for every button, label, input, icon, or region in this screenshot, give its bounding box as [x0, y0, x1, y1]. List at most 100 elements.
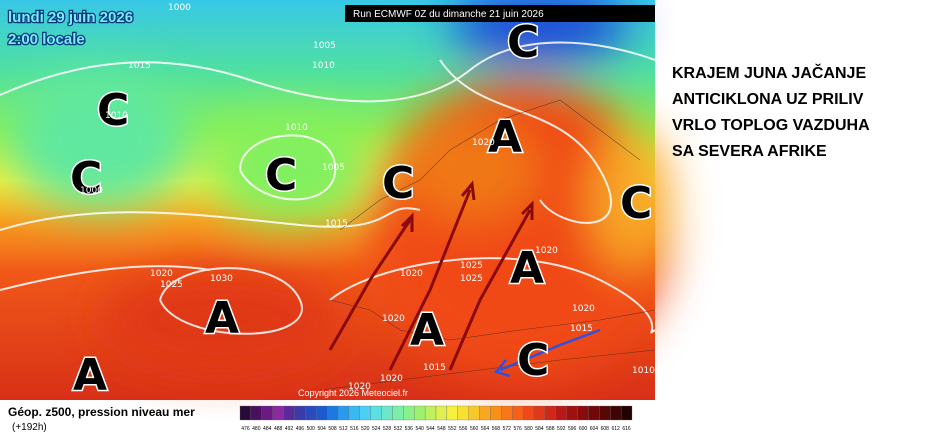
isobar-label: 1025 [460, 274, 483, 284]
colorbar-cell [326, 405, 339, 421]
colorbar-tick: 612 [611, 426, 620, 432]
colorbar-tick: 616 [622, 426, 631, 432]
annotation-line: KRAJEM JUNA JAČANJE [672, 63, 866, 82]
colorbar-tick: 604 [590, 426, 599, 432]
isobar-label: 1025 [460, 261, 483, 271]
colorbar-tick: 512 [339, 426, 348, 432]
isobar-label: 1030 [210, 274, 233, 284]
isobar-label: 1020 [572, 304, 595, 314]
pressure-center: C [382, 158, 414, 209]
colorbar-cell [479, 405, 491, 421]
colorbar-tick: 600 [579, 426, 588, 432]
colorbar-cell [544, 405, 556, 421]
colorbar-cell [359, 405, 371, 421]
colorbar-tick: 508 [328, 426, 337, 432]
colorbar-tick: 596 [568, 426, 577, 432]
colorbar-cell [533, 405, 546, 421]
colorbar-cell [555, 405, 567, 421]
colorbar-cell [261, 405, 273, 421]
isobar-label: 1000 [80, 186, 103, 196]
pressure-center: C [517, 335, 549, 386]
colorbar-cell [468, 405, 480, 421]
colorbar-cell [370, 405, 382, 421]
colorbar-cell [566, 405, 578, 421]
pressure-center: C [97, 85, 129, 136]
isobar-label: 1010 [632, 366, 655, 376]
colorbar-tick: 492 [285, 426, 294, 432]
colorbar-cell [620, 405, 633, 421]
colorbar-cell [316, 405, 328, 421]
colorbar-cell [512, 405, 524, 421]
pressure-center: A [205, 293, 239, 344]
colorbar-cell [588, 405, 600, 421]
colorbar-cell [272, 405, 284, 421]
isobar-label: 1020 [150, 269, 173, 279]
pressure-center: C [265, 150, 297, 201]
colorbar-tick: 608 [601, 426, 610, 432]
colorbar-tick: 476 [241, 426, 250, 432]
colorbar-cell [294, 405, 306, 421]
colorbar-tick: 580 [524, 426, 533, 432]
colorbar-cell [522, 405, 535, 421]
colorbar-cell [239, 405, 252, 421]
isobar-label: 1015 [570, 324, 593, 334]
colorbar-cell [577, 405, 589, 421]
isobar-label: 1020 [535, 246, 558, 256]
colorbar-tick: 496 [296, 426, 305, 432]
isobar-label: 1010 [312, 61, 335, 71]
colorbar-tick: 540 [415, 426, 424, 432]
colorbar-cell [414, 405, 426, 421]
annotation-line: ANTICIKLONA UZ PRILIV [672, 91, 864, 108]
colorbar-cell [490, 405, 502, 421]
colorbar-tick: 484 [263, 426, 272, 432]
pressure-center: C [70, 153, 102, 204]
colorbar-tick: 572 [503, 426, 512, 432]
colorbar-tick: 500 [307, 426, 316, 432]
colorbar-cell [381, 405, 393, 421]
isobar-label: 1020 [382, 314, 405, 324]
pressure-center: C [507, 17, 539, 68]
isobar-label: 1005 [322, 163, 345, 173]
isobar-label: 1000 [168, 3, 191, 13]
colorbar-tick: 520 [361, 426, 370, 432]
colorbar-cell [446, 405, 458, 421]
pressure-center: A [488, 112, 522, 163]
colorbar-cell [337, 405, 350, 421]
field-name: Géop. z500, pression niveau mer [8, 405, 195, 419]
isobar-label: 1015 [325, 219, 348, 229]
isobar-label: 1020 [472, 138, 495, 148]
colorbar-tick: 504 [317, 426, 326, 432]
colorbar-cell [403, 405, 415, 421]
colorbar-tick: 516 [350, 426, 359, 432]
run-info: Run ECMWF 0Z du dimanche 21 juin 2026 [353, 9, 544, 20]
colorbar-cell [305, 405, 317, 421]
colorbar-cell [250, 405, 262, 421]
colorbar-tick: 568 [492, 426, 501, 432]
colorbar-tick: 556 [459, 426, 468, 432]
isobar-label: 1010 [285, 123, 308, 133]
colorbar-tick: 584 [535, 426, 544, 432]
colorbar-tick: 592 [557, 426, 566, 432]
colorbar-tick: 564 [481, 426, 490, 432]
colorbar-cell [435, 405, 448, 421]
map [0, 0, 670, 400]
forecast-date: lundi 29 juin 2026 [8, 9, 133, 26]
colorbar-tick: 560 [470, 426, 479, 432]
isobar-label: 1015 [128, 61, 151, 71]
colorbar-cell [424, 405, 437, 421]
colorbar-tick: 528 [383, 426, 392, 432]
isobar-label: 1020 [380, 374, 403, 384]
colorbar-cell [457, 405, 469, 421]
isobar-label: 1005 [313, 41, 336, 51]
colorbar-cell [599, 405, 611, 421]
colorbar-tick: 524 [372, 426, 381, 432]
isobar-label: 1025 [160, 280, 183, 290]
lead-time: (+192h) [12, 422, 47, 433]
colorbar-tick: 488 [274, 426, 283, 432]
isobar-label: 1015 [423, 363, 446, 373]
colorbar-tick: 480 [252, 426, 261, 432]
forecast-time: 2:00 locale [8, 31, 85, 48]
isobar-label: 1010 [105, 111, 128, 121]
